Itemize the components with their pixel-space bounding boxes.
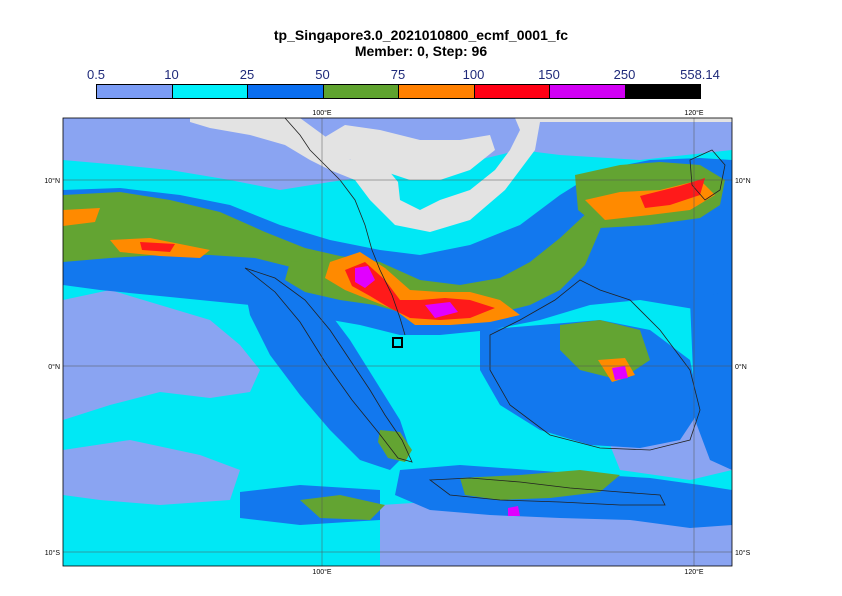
coastlines: [244, 117, 726, 506]
coastline-east-islands: [689, 149, 726, 201]
colorbar-tick-label: 25: [239, 67, 255, 82]
colorbar-tick-label: 10: [164, 67, 179, 82]
precip-light-west: [63, 290, 260, 420]
colorbar-tick-label: 0.5: [86, 67, 106, 82]
graticule: [63, 118, 732, 566]
lat-label-0n-right: 0°N: [735, 363, 747, 371]
precip-intense-core: [355, 266, 375, 288]
precip-heavy-south: [300, 495, 385, 520]
lon-label-120e-bottom: 120°E: [684, 568, 703, 576]
lon-label-100e-top: 100°E: [312, 109, 331, 117]
precip-extreme-northeast: [640, 178, 705, 208]
dry-land-gulf: [320, 125, 495, 180]
colorbar-tick-label: 100: [462, 67, 485, 82]
coastline-borneo: [489, 279, 701, 451]
precip-intense-east: [425, 302, 458, 318]
precip-veryheavy-west: [63, 208, 100, 226]
precip-medium-band-north: [63, 158, 732, 335]
map-title: tp_Singapore3.0_2021010800_ecmf_0001_fc: [273, 27, 569, 43]
axis-labels: 100°E 120°E 100°E 120°E 10°N 0°N 10°S 10…: [44, 109, 750, 576]
colorbar-tick-label: 558.14: [680, 67, 720, 82]
coastline-indochina: [284, 117, 406, 336]
lat-label-0n-left: 0°N: [48, 363, 60, 371]
lon-label-100e-bottom: 100°E: [312, 568, 331, 576]
coastline-java: [428, 477, 666, 506]
colorbar-tick-label: 250: [613, 67, 636, 82]
coastline-sumatra: [244, 267, 413, 463]
precip-extreme-core: [345, 262, 495, 320]
colorbar-tick-label: 75: [390, 67, 406, 82]
lon-label-120e-top: 120°E: [684, 109, 703, 117]
precip-medium-east: [690, 290, 732, 470]
colorbar-tick-label: 150: [538, 67, 560, 82]
precip-intense-borneo: [612, 366, 628, 380]
singapore-marker: [392, 337, 403, 348]
lat-label-10s-right: 10°S: [735, 549, 751, 557]
precip-intense-java: [508, 506, 520, 516]
precip-extreme-west: [140, 242, 175, 252]
colorbar-tick-label: 50: [315, 67, 330, 82]
precip-heavy-sumatra-south: [378, 430, 412, 462]
precip-light-southwest: [63, 440, 240, 505]
colorbar-swatch-7: [624, 84, 701, 99]
precip-field: [63, 118, 732, 566]
precip-heavy-java: [460, 470, 620, 500]
map-subtitle: Member: 0, Step: 96: [354, 43, 488, 59]
lat-label-10n-left: 10°N: [44, 177, 60, 185]
map-frame: [62, 117, 733, 567]
lat-label-10n-right: 10°N: [735, 177, 751, 185]
lat-label-10s-left: 10°S: [45, 549, 61, 557]
